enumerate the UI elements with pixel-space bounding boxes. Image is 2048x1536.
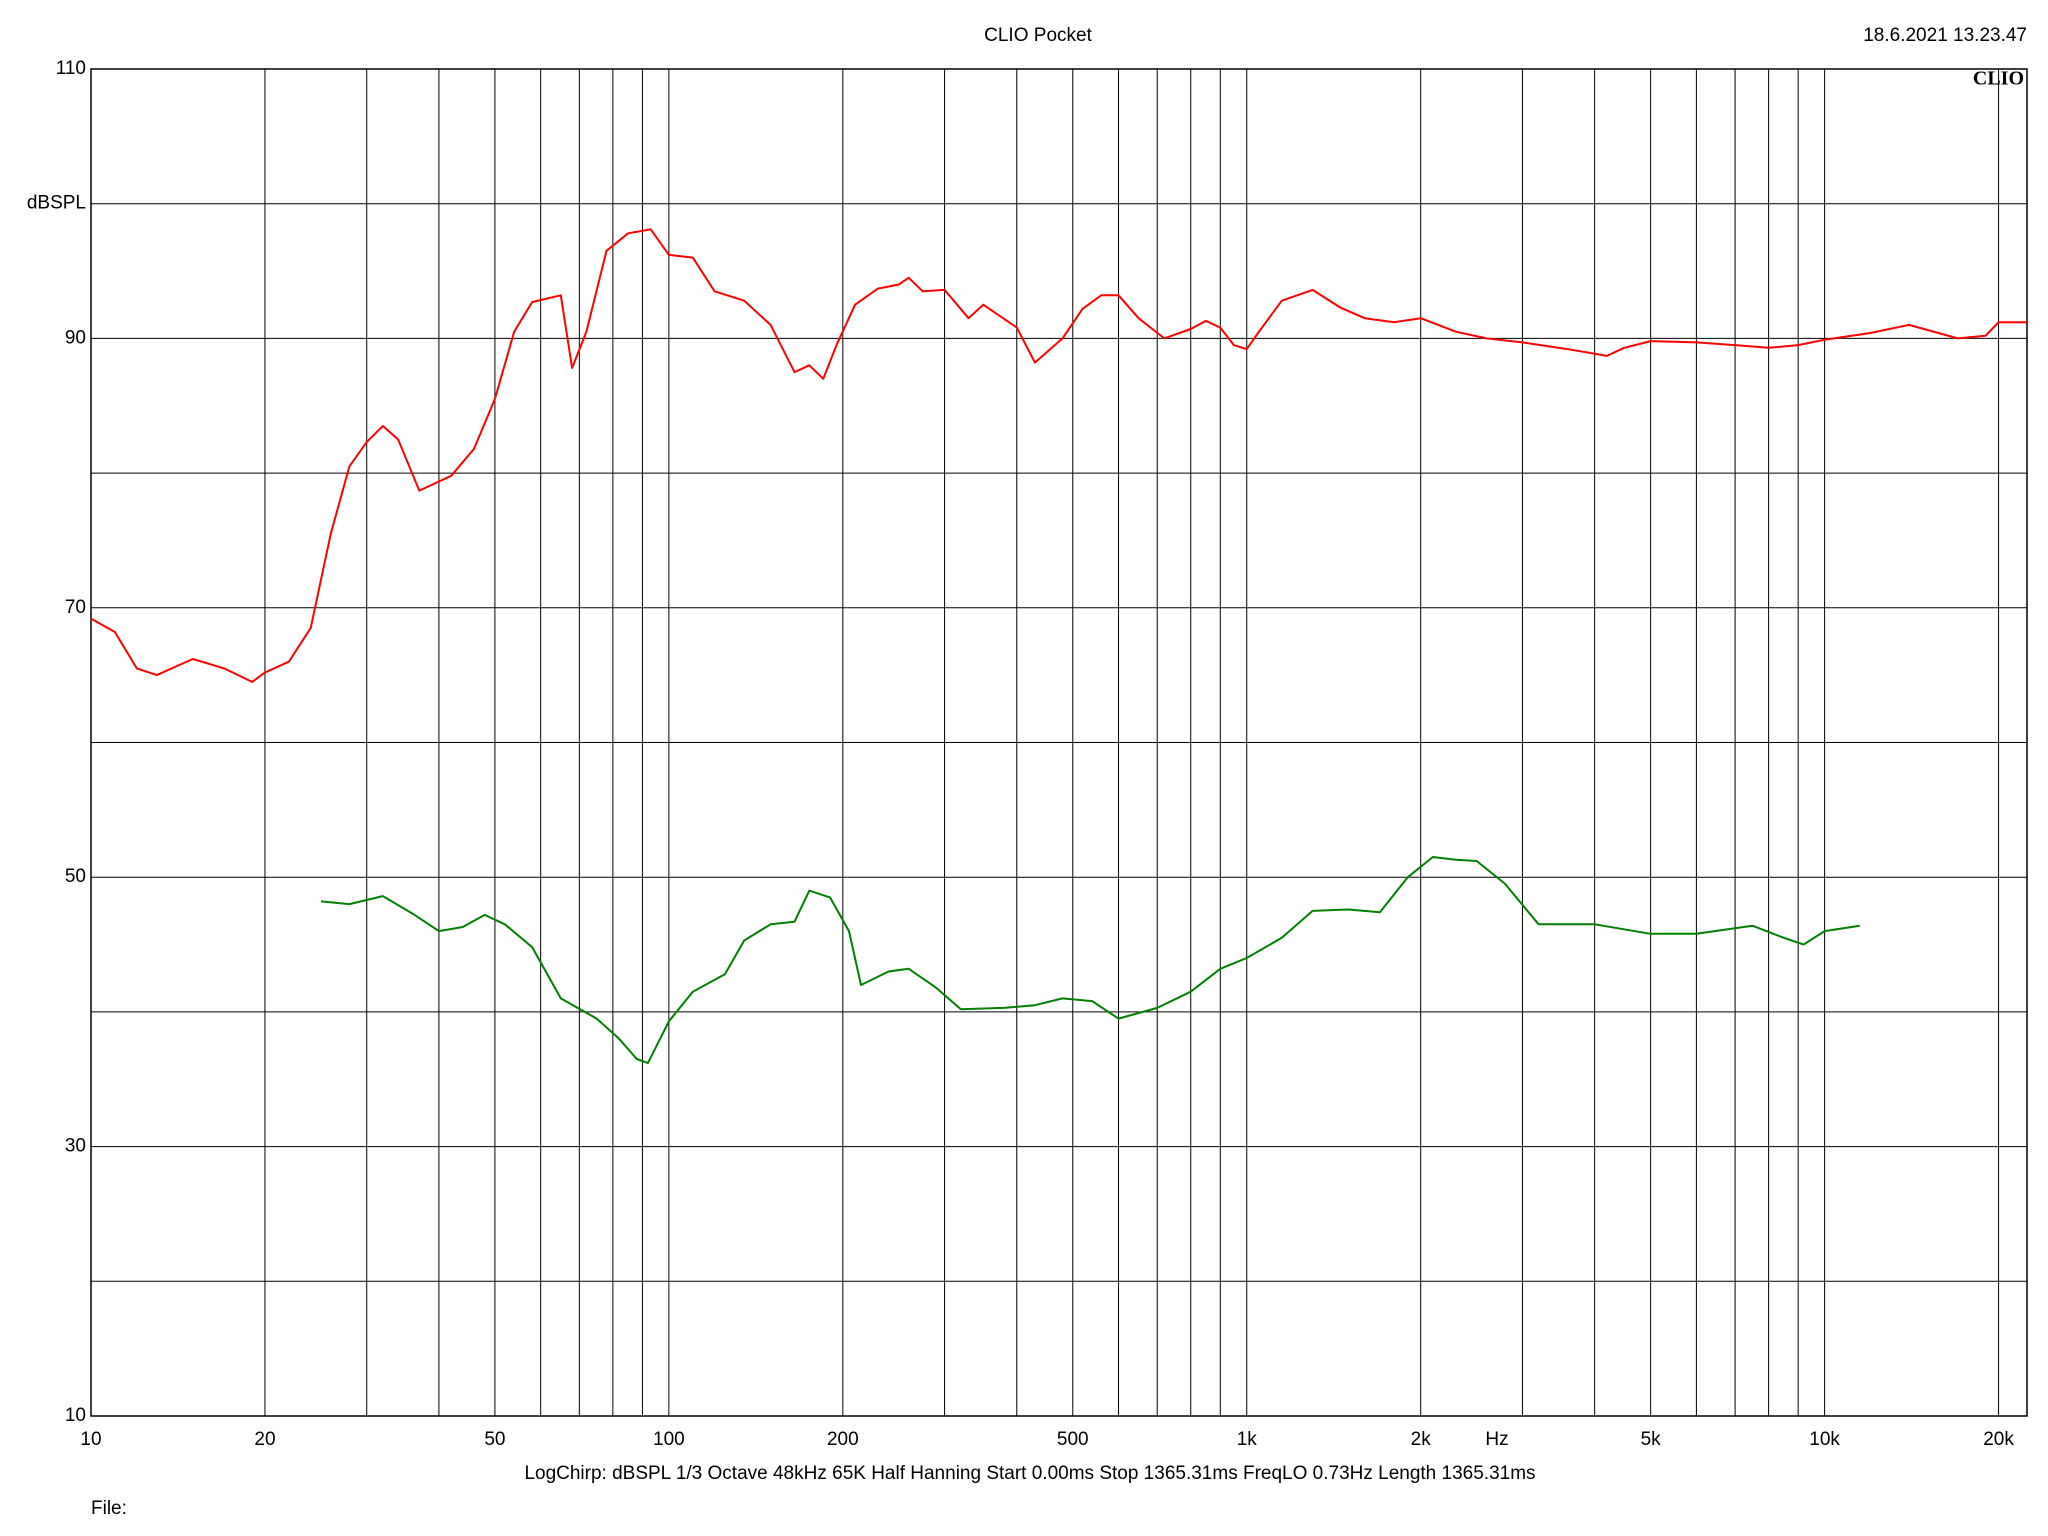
x-tick-label: 2k	[1411, 1429, 1432, 1450]
series-line	[90, 228, 2027, 683]
x-tick-label: 50	[484, 1429, 505, 1450]
series-line	[320, 856, 1860, 1065]
y-axis-label: dBSPL	[27, 193, 86, 214]
chart-title: CLIO Pocket	[984, 25, 1092, 46]
x-tick-label: 10	[80, 1429, 101, 1450]
x-tick-label: 10k	[1809, 1429, 1840, 1450]
timestamp: 18.6.2021 13.23.47	[1863, 25, 2027, 46]
y-tick-label: 90	[65, 327, 86, 348]
x-axis-label: Hz	[1485, 1429, 1508, 1450]
x-tick-label: 20k	[1983, 1429, 2014, 1450]
plot-frame	[90, 68, 2028, 1417]
file-label: File:	[91, 1498, 127, 1519]
y-tick-label: 70	[65, 597, 86, 618]
x-tick-label: 200	[827, 1429, 859, 1450]
x-tick-label: 20	[254, 1429, 275, 1450]
settings-line: LogChirp: dBSPL 1/3 Octave 48kHz 65K Hal…	[524, 1463, 1535, 1484]
x-tick-label: 100	[653, 1429, 685, 1450]
x-tick-label: 500	[1057, 1429, 1089, 1450]
y-tick-label: 50	[65, 866, 86, 887]
x-tick-label: 1k	[1237, 1429, 1258, 1450]
y-tick-label: 30	[65, 1136, 86, 1157]
y-tick-label: 110	[56, 58, 86, 79]
y-tick-label: 10	[65, 1405, 86, 1426]
x-tick-label: 5k	[1641, 1429, 1662, 1450]
